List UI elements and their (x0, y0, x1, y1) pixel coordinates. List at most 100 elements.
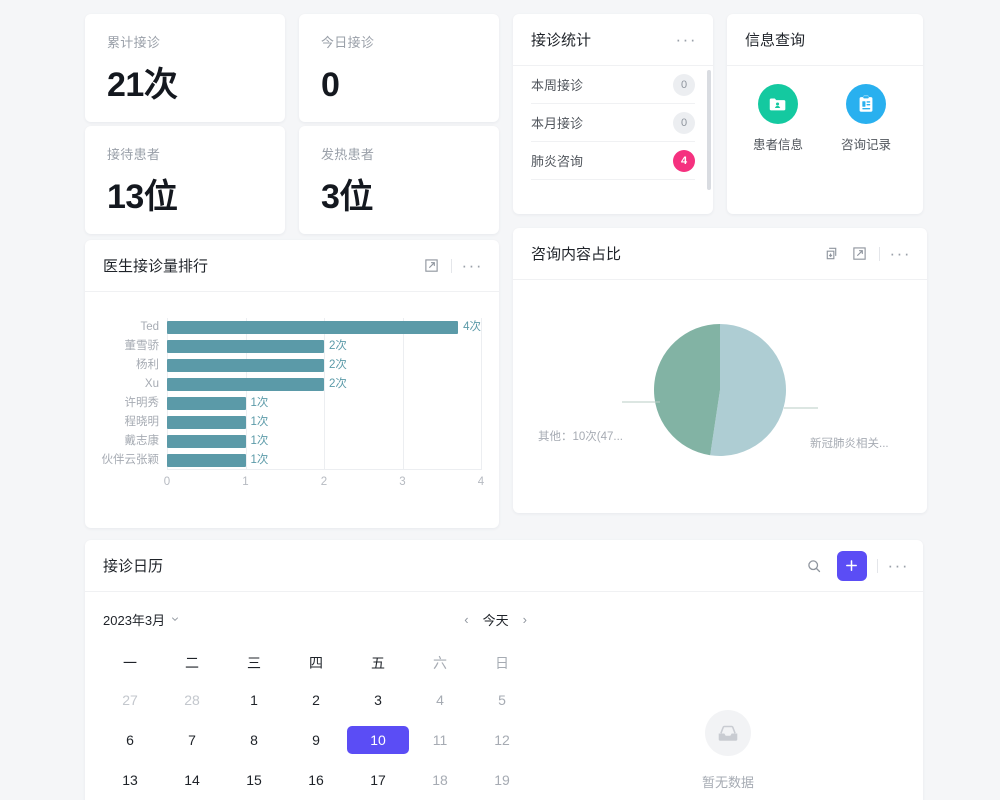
more-options-icon[interactable]: ··· (887, 555, 909, 575)
query-item-label: 咨询记录 (840, 138, 891, 152)
bar-fill[interactable] (167, 378, 324, 391)
more-options-icon[interactable]: ··· (461, 255, 483, 275)
next-month-button[interactable]: › (522, 611, 527, 627)
bar-fill[interactable] (167, 340, 324, 353)
query-item-consultation-record[interactable]: 咨询记录 (835, 84, 897, 153)
calendar-day[interactable]: 8 (223, 720, 285, 760)
more-options-icon[interactable]: ··· (675, 29, 697, 49)
list-item[interactable]: 本周接诊 0 (531, 66, 695, 104)
calendar-day-number: 11 (432, 732, 448, 748)
kpi-label: 今日接诊 (321, 35, 375, 50)
bar-value-label: 4次 (463, 321, 481, 333)
bar-category-label: Ted (140, 321, 159, 333)
calendar-day[interactable]: 16 (285, 760, 347, 800)
pie-slice[interactable] (654, 324, 720, 456)
panel-header: 接诊统计 ··· (513, 14, 713, 66)
calendar-day[interactable]: 18 (409, 760, 471, 800)
panel-header: 信息查询 (727, 14, 923, 66)
gridline (324, 318, 325, 470)
bar-fill[interactable] (167, 321, 459, 334)
kpi-value: 13位 (107, 178, 178, 216)
calendar-day[interactable]: 19 (471, 760, 533, 800)
calendar-day-number: 19 (494, 772, 510, 788)
pie-label-covid: 新冠肺炎相关... (810, 438, 889, 450)
calendar-day[interactable]: 12 (471, 720, 533, 760)
stats-row-label: 肺炎咨询 (531, 154, 584, 169)
calendar-day[interactable]: 5 (471, 680, 533, 720)
bar-fill[interactable] (167, 416, 246, 429)
x-axis-tick: 4 (477, 476, 485, 488)
bar-row[interactable]: 许明秀 1次 (125, 394, 481, 413)
list-item[interactable]: 肺炎咨询 4 (531, 142, 695, 180)
bar-row[interactable]: 杨利 2次 (136, 356, 481, 375)
add-event-button[interactable] (836, 550, 867, 581)
calendar-day[interactable]: 7 (161, 720, 223, 760)
patient-folder-icon (758, 84, 798, 124)
kpi-card-total[interactable]: 累计接诊 21次 (85, 14, 285, 122)
calendar-day[interactable]: 6 (99, 720, 161, 760)
bar-row[interactable]: Ted 4次 (140, 318, 481, 337)
month-selector[interactable]: 2023年3月 (103, 610, 180, 629)
calendar-day[interactable]: 4 (409, 680, 471, 720)
prev-month-button[interactable]: ‹ (464, 611, 469, 627)
calendar-day[interactable]: 13 (99, 760, 161, 800)
calendar-day[interactable]: 28 (161, 680, 223, 720)
calendar-weekday-header: 五 (371, 655, 385, 671)
divider (878, 246, 880, 261)
calendar-day[interactable]: 27 (99, 680, 161, 720)
save-download-icon[interactable] (823, 245, 841, 263)
panel-scrollbar[interactable] (707, 70, 711, 190)
bar-category-label: 董雪骄 (124, 340, 160, 352)
calendar-weekday-header: 二 (185, 655, 199, 671)
external-link-icon[interactable] (851, 245, 869, 263)
panel-title: 信息查询 (745, 32, 806, 49)
kpi-value: 21次 (107, 66, 178, 104)
list-item[interactable]: 本月接诊 0 (531, 104, 695, 142)
calendar-day[interactable]: 9 (285, 720, 347, 760)
query-item-patient-info[interactable]: 患者信息 (747, 84, 809, 153)
kpi-value: 3位 (321, 178, 373, 216)
panel-consult-content-ratio: 咨询内容占比 ··· 其他：10次(47... (513, 228, 927, 513)
bar-fill[interactable] (167, 454, 246, 467)
more-options-icon[interactable]: ··· (889, 243, 911, 263)
query-item-label: 患者信息 (752, 138, 803, 152)
bar-row[interactable]: 戴志康 1次 (125, 432, 481, 451)
calendar-day[interactable]: 17 (347, 760, 409, 800)
kpi-card-fever[interactable]: 发热患者 3位 (299, 126, 499, 234)
bar-fill[interactable] (167, 359, 324, 372)
gridline (481, 318, 482, 470)
panel-consultation-calendar: 接诊日历 ··· 2023 (85, 540, 923, 800)
calendar-weekday-header: 三 (247, 655, 261, 671)
calendar-day[interactable]: 11 (409, 720, 471, 760)
calendar-day-number: 9 (312, 732, 320, 748)
calendar-day-number: 18 (432, 772, 448, 788)
pie-slice[interactable] (710, 324, 786, 456)
bar-value-label: 1次 (250, 454, 269, 466)
bar-plot-area: Ted 4次董雪骄 2次 杨利 2次 Xu 2次 许明秀 1次 程晓明 1次 戴志康 1次 伙伴云张颖 1次 (102, 318, 482, 470)
bar-row[interactable]: 董雪骄 2次 (125, 337, 481, 356)
panel-header: 医生接诊量排行 ··· (85, 240, 499, 292)
kpi-card-today[interactable]: 今日接诊 0 (299, 14, 499, 122)
calendar-day-selected[interactable]: 10 (347, 720, 409, 760)
bar-fill[interactable] (167, 435, 246, 448)
bar-row[interactable]: Xu 2次 (145, 375, 481, 394)
calendar-day-number: 7 (188, 732, 196, 748)
calendar-day[interactable]: 2 (285, 680, 347, 720)
panel-header: 咨询内容占比 ··· (513, 228, 927, 280)
calendar-day[interactable]: 1 (223, 680, 285, 720)
calendar-weekday-header: 日 (495, 655, 509, 671)
calendar-day[interactable]: 14 (161, 760, 223, 800)
calendar-day-number: 8 (250, 732, 258, 748)
calendar-day-number: 1 (250, 692, 258, 708)
kpi-card-patients[interactable]: 接待患者 13位 (85, 126, 285, 234)
calendar-day-number: 12 (494, 732, 510, 748)
bar-fill[interactable] (167, 397, 246, 410)
calendar-day[interactable]: 3 (347, 680, 409, 720)
month-label: 2023年3月 (103, 612, 166, 628)
bar-row[interactable]: 程晓明 1次 (125, 413, 481, 432)
bar-row[interactable]: 伙伴云张颖 1次 (102, 451, 481, 470)
search-icon[interactable] (805, 557, 823, 575)
external-link-icon[interactable] (423, 257, 441, 275)
today-button[interactable]: 今天 (482, 612, 509, 628)
calendar-day[interactable]: 15 (223, 760, 285, 800)
